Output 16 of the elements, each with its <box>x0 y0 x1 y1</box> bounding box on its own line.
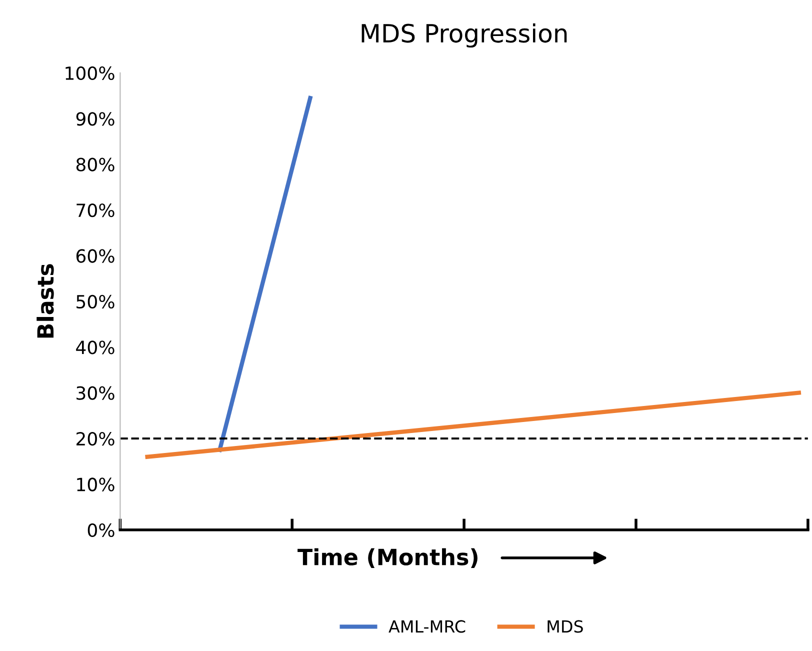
y-tick-label: 0% <box>88 523 114 538</box>
legend-label: MDS <box>548 620 583 633</box>
y-tick-label: 30% <box>76 386 114 400</box>
y-tick-label: 20% <box>76 432 114 446</box>
chart-title: MDS Progression <box>362 23 567 48</box>
y-tick-label: 40% <box>76 340 114 354</box>
x-axis-title: Time (Months) <box>298 548 478 568</box>
y-tick-label: 100% <box>66 66 114 80</box>
y-tick-label: 80% <box>76 158 114 172</box>
y-axis-title: Blasts <box>36 264 54 338</box>
legend-label: AML-MRC <box>388 620 466 633</box>
y-tick-label: 60% <box>76 249 114 263</box>
y-tick-label: 10% <box>77 478 114 492</box>
y-tick-label: 90% <box>76 112 114 126</box>
y-tick-label: 50% <box>76 294 114 309</box>
y-tick-label: 70% <box>76 203 114 218</box>
